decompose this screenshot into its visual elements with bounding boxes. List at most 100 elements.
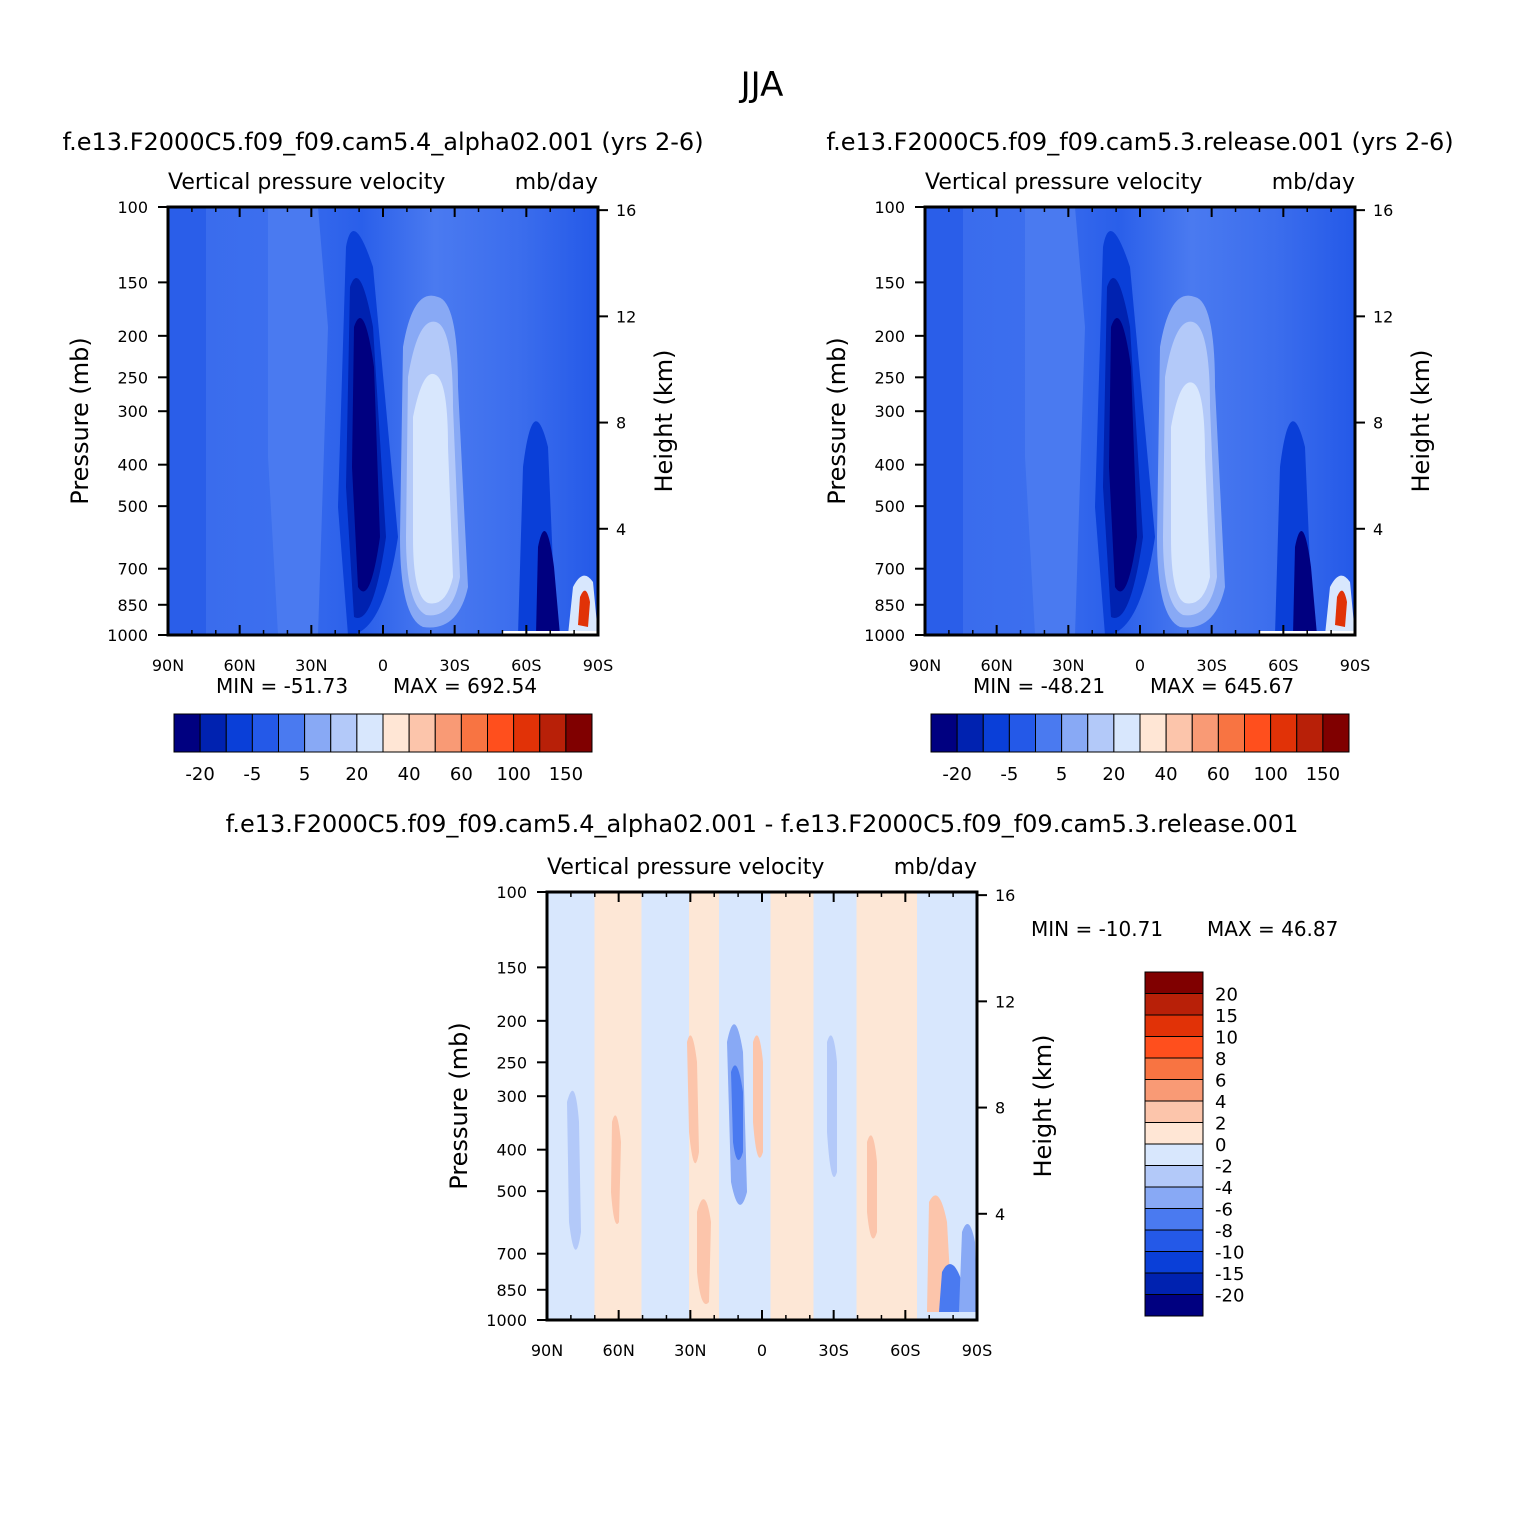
- panel-3-blob-2: [611, 1115, 621, 1224]
- panel-3-title: f.e13.F2000C5.f09_f09.cam5.4_alpha02.001…: [226, 810, 1299, 838]
- colorbar-swatch: [408, 713, 436, 753]
- panel-1-min-label: MIN = -51.73: [216, 674, 348, 698]
- colorbar-label: -15: [1215, 1264, 1244, 1285]
- y-tick-label: 500: [117, 497, 148, 516]
- panel-2-axes: 90N 60N 30N 0 30S 60S 90S 100 150 200 250 300 400 500…: [864, 198, 1393, 675]
- colorbar-swatch: [1144, 1079, 1204, 1102]
- colorbar-label: 60: [1207, 764, 1230, 785]
- panel-3-blob-12: [959, 1224, 977, 1312]
- panel-2: f.e13.F2000C5.f09_f09.cam5.3.release.001…: [823, 128, 1454, 698]
- panel-1-units: mb/day: [515, 170, 598, 195]
- panel-1-field: [168, 207, 598, 635]
- y2-tick-label: 4: [616, 520, 626, 539]
- panel-3-axes: 90N 60N 30N 0 30S 60S 90S 100 150 200 250 300 400 500…: [486, 883, 1015, 1360]
- colorbar-swatch: [1244, 713, 1272, 753]
- panel-2-max-label: MAX = 645.67: [1150, 674, 1294, 698]
- y-tick-label: 200: [117, 327, 148, 346]
- panel-1-polar-hot: [578, 590, 590, 627]
- y-tick-label: 200: [496, 1012, 527, 1031]
- panel-1-ylabel: Pressure (mb): [66, 337, 94, 504]
- colorbar-swatch: [1144, 1186, 1204, 1209]
- panel-2-subsidence-3: [1171, 382, 1210, 604]
- y-tick-label: 500: [496, 1182, 527, 1201]
- colorbar-label: -8: [1215, 1221, 1233, 1242]
- colorbar-label: 100: [496, 764, 530, 785]
- y-tick-label: 850: [496, 1281, 527, 1300]
- colorbar-swatch: [1165, 713, 1193, 753]
- y-tick-label: 1000: [486, 1311, 527, 1330]
- y-tick-label: 250: [117, 368, 148, 387]
- panel-2-units: mb/day: [1272, 170, 1355, 195]
- colorbar-label: 20: [345, 764, 368, 785]
- y-tick-label: 100: [874, 198, 905, 217]
- colorbar-swatch: [487, 713, 515, 753]
- y2-tick-label: 16: [616, 201, 636, 220]
- x-tick-label: 90N: [152, 656, 184, 675]
- x-tick-label: 30N: [1052, 656, 1084, 675]
- panel-2-polar-hot: [1335, 590, 1347, 627]
- colorbar-swatch: [251, 713, 279, 753]
- colorbar-label: 60: [450, 764, 473, 785]
- panel-3-y2label: Height (km): [1029, 1035, 1057, 1178]
- y2-tick-label: 16: [1373, 201, 1393, 220]
- colorbar-label: 40: [1155, 764, 1178, 785]
- colorbar-swatch: [513, 713, 541, 753]
- colorbar-label: 2: [1215, 1114, 1226, 1135]
- panel-3-blob-6: [731, 1065, 743, 1160]
- colorbar-label: 4: [1215, 1092, 1226, 1113]
- x-tick-label: 0: [1135, 656, 1145, 675]
- colorbar-label: 6: [1215, 1071, 1226, 1092]
- colorbar-label: 0: [1215, 1135, 1226, 1156]
- panel-1-y2label: Height (km): [650, 350, 678, 493]
- x-tick-label: 90N: [909, 656, 941, 675]
- y-tick-label: 250: [874, 368, 905, 387]
- colorbar-swatch: [1144, 1272, 1204, 1295]
- y-tick-label: 200: [874, 327, 905, 346]
- panel-2-y2label: Height (km): [1407, 350, 1435, 493]
- y2-tick-label: 4: [1373, 520, 1383, 539]
- y-tick-label: 400: [117, 456, 148, 475]
- colorbar-label: -20: [942, 764, 971, 785]
- panel-3-max-label: MAX = 46.87: [1207, 917, 1338, 941]
- x-tick-label: 60S: [1268, 656, 1299, 675]
- x-tick-label: 60S: [890, 1341, 921, 1360]
- panel-2-updraft-core: [1109, 318, 1137, 592]
- x-tick-label: 30S: [1196, 656, 1227, 675]
- y2-tick-label: 12: [1373, 307, 1393, 326]
- colorbar-label: 5: [1056, 764, 1067, 785]
- colorbar-label: 40: [398, 764, 421, 785]
- colorbar-swatch: [1144, 1251, 1204, 1274]
- colorbar-label: 8: [1215, 1049, 1226, 1070]
- colorbar-swatch: [1035, 713, 1063, 753]
- x-tick-label: 60N: [603, 1341, 635, 1360]
- y-tick-label: 850: [117, 596, 148, 615]
- panel-3-blob-7: [753, 1035, 763, 1158]
- colorbar-swatch: [1087, 713, 1115, 753]
- y2-tick-label: 8: [995, 1099, 1005, 1118]
- colorbar-label: -2: [1215, 1157, 1233, 1178]
- colorbar-swatch: [382, 713, 410, 753]
- colorbar-label: -20: [1215, 1286, 1244, 1307]
- y-tick-label: 400: [496, 1141, 527, 1160]
- y-tick-label: 700: [117, 560, 148, 579]
- panel-3-field: [547, 892, 977, 1320]
- y2-tick-label: 8: [1373, 414, 1383, 433]
- panel-3-min-label: MIN = -10.71: [1031, 917, 1163, 941]
- colorbar-swatch: [565, 713, 593, 753]
- y-tick-label: 700: [874, 560, 905, 579]
- colorbar-label: 5: [299, 764, 310, 785]
- panel-3-blob-8: [827, 1035, 837, 1177]
- colorbar-label: -10: [1215, 1243, 1244, 1264]
- panel-1-max-label: MAX = 692.54: [393, 674, 537, 698]
- y-tick-label: 300: [874, 402, 905, 421]
- y-tick-label: 300: [117, 402, 148, 421]
- colorbar-label: 150: [549, 764, 583, 785]
- y2-tick-label: 8: [616, 414, 626, 433]
- colorbar-swatch: [225, 713, 253, 753]
- y2-tick-label: 12: [616, 307, 636, 326]
- colorbar-label: 15: [1215, 1006, 1238, 1027]
- colorbar-swatch: [278, 713, 306, 753]
- colorbar-swatch: [1270, 713, 1298, 753]
- y-tick-label: 100: [117, 198, 148, 217]
